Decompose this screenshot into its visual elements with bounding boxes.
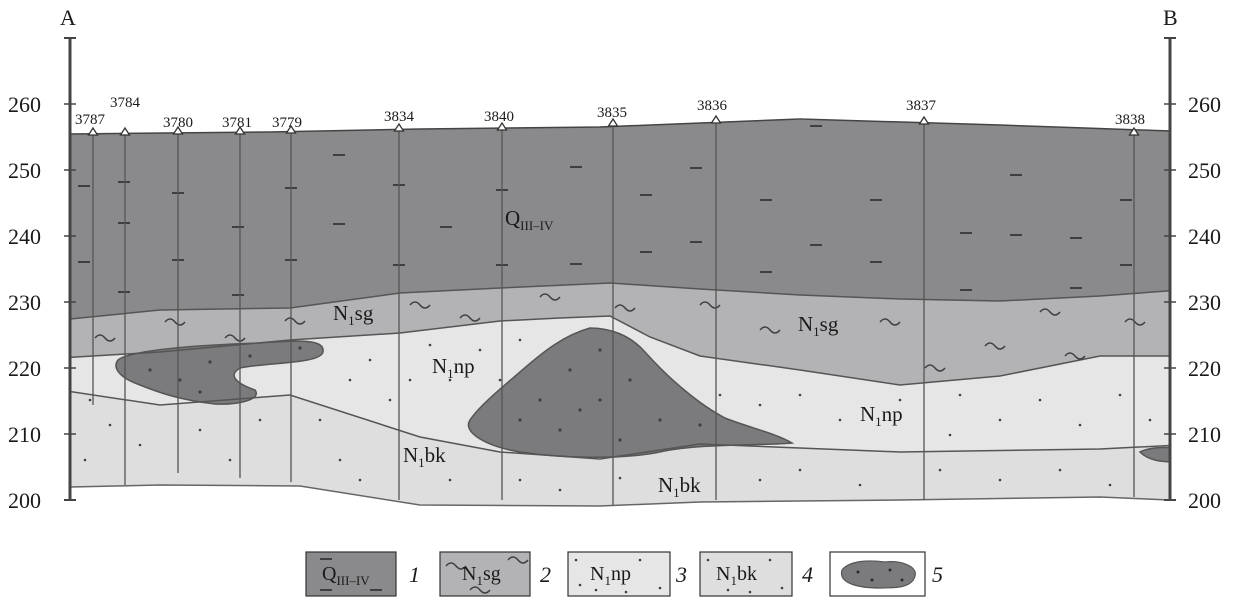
- well-3838-marker: [1128, 126, 1140, 136]
- legend-label-bk: N1bk: [716, 563, 757, 588]
- right-ticks: [1164, 103, 1176, 435]
- left-tick-230: 230: [8, 290, 41, 315]
- well-label-3835: 3835: [597, 105, 627, 121]
- profile-end-label: B: [1163, 5, 1178, 30]
- well-label-3784: 3784: [110, 95, 141, 111]
- well-label-3838: 3838: [1115, 112, 1145, 128]
- well-3835-marker: [607, 117, 619, 127]
- left-tick-220: 220: [8, 356, 41, 381]
- contact-np-bk: [70, 389, 1170, 460]
- boreholes: [92, 123, 1135, 505]
- well-3781-marker: [234, 125, 246, 135]
- legend: QIII–IV 1 N1sg 2 N1np 3 N1bk: [305, 551, 943, 597]
- well-label-3837: 3837: [906, 98, 937, 114]
- left-axis: [64, 37, 76, 501]
- left-tick-250: 250: [8, 158, 41, 183]
- right-tick-200: 200: [1188, 488, 1221, 513]
- legend-number-5: 5: [932, 562, 943, 587]
- legend-swatch-sg: [439, 551, 531, 597]
- well-label-3787: 3787: [75, 112, 106, 128]
- lens-right: [1138, 446, 1170, 463]
- label-n1bk-right: N1bk: [658, 473, 701, 500]
- label-n1np-right: N1np: [860, 402, 903, 429]
- right-tick-230: 230: [1188, 290, 1221, 315]
- label-q-iii-iv: QIII–IV: [505, 206, 554, 233]
- ground-surface: [69, 118, 1171, 135]
- well-3836-marker: [710, 114, 722, 124]
- sg-texture: [94, 293, 1146, 372]
- right-tick-240: 240: [1188, 224, 1221, 249]
- left-tick-210: 210: [8, 422, 41, 447]
- contact-sg-np: [70, 315, 1170, 386]
- label-n1sg-right: N1sg: [798, 312, 839, 339]
- well-3780-marker: [172, 125, 184, 135]
- well-3779-marker: [285, 124, 297, 134]
- layer-q-iii-iv: [70, 120, 1170, 320]
- well-label-3780: 3780: [163, 115, 193, 131]
- label-n1bk-left: N1bk: [403, 443, 446, 470]
- well-3840-marker: [496, 121, 508, 131]
- legend-lens-shape: [841, 560, 916, 589]
- legend-label-np: N1np: [590, 563, 631, 588]
- well-label-3781: 3781: [222, 115, 252, 131]
- label-n1sg-left: N1sg: [333, 301, 374, 328]
- well-3784-marker: [119, 126, 131, 136]
- section-base: [69, 484, 1171, 507]
- profile-start-label: A: [60, 5, 76, 30]
- well-3787-marker: [87, 126, 99, 136]
- right-tick-210: 210: [1188, 422, 1221, 447]
- well-label-3834: 3834: [384, 109, 415, 125]
- well-label-3779: 3779: [272, 115, 302, 131]
- right-axis: [1164, 37, 1176, 501]
- well-3837-marker: [918, 115, 930, 125]
- legend-swatch-np: [567, 551, 671, 597]
- left-tick-240: 240: [8, 224, 41, 249]
- label-n1np-left: N1np: [432, 354, 475, 381]
- legend-number-1: 1: [409, 562, 420, 587]
- right-tick-250: 250: [1188, 158, 1221, 183]
- legend-label-sg: N1sg: [462, 563, 501, 588]
- legend-number-2: 2: [540, 562, 551, 587]
- left-tick-200: 200: [8, 488, 41, 513]
- legend-number-3: 3: [675, 562, 687, 587]
- right-tick-220: 220: [1188, 356, 1221, 381]
- well-label-3840: 3840: [484, 109, 514, 125]
- left-ticks: [64, 103, 76, 435]
- borehole-markers: [87, 114, 1140, 136]
- legend-swatch-bk: [699, 551, 793, 597]
- well-label-3836: 3836: [697, 98, 728, 114]
- legend-number-4: 4: [802, 562, 813, 587]
- contact-q-sg: [70, 282, 1170, 321]
- sand-texture: [83, 338, 1152, 492]
- left-tick-260: 260: [8, 92, 41, 117]
- legend-label-q: QIII–IV: [322, 563, 370, 588]
- right-tick-260: 260: [1188, 92, 1221, 117]
- well-3834-marker: [393, 122, 405, 132]
